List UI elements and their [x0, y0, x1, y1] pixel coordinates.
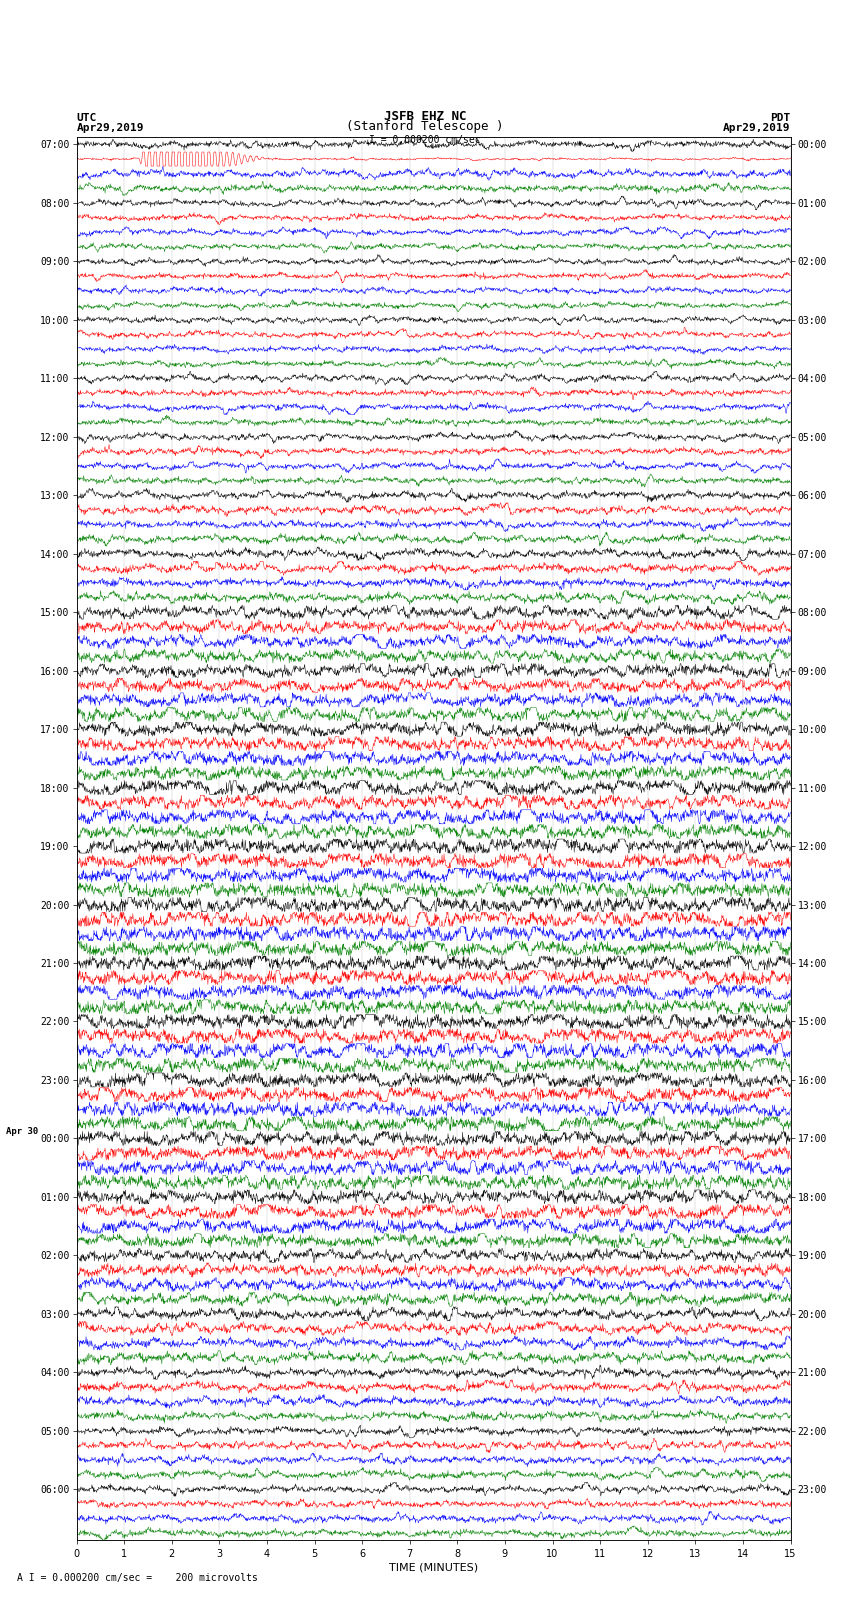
Text: Apr 30: Apr 30: [6, 1126, 38, 1136]
Text: (Stanford Telescope ): (Stanford Telescope ): [346, 119, 504, 134]
Text: A I = 0.000200 cm/sec =    200 microvolts: A I = 0.000200 cm/sec = 200 microvolts: [17, 1573, 258, 1582]
Text: Apr29,2019: Apr29,2019: [723, 123, 791, 134]
Text: I = 0.000200 cm/sec: I = 0.000200 cm/sec: [369, 134, 481, 145]
Text: PDT: PDT: [770, 113, 790, 124]
Text: Apr29,2019: Apr29,2019: [76, 123, 144, 134]
Text: JSFB EHZ NC: JSFB EHZ NC: [383, 110, 467, 124]
Text: UTC: UTC: [76, 113, 97, 124]
X-axis label: TIME (MINUTES): TIME (MINUTES): [389, 1563, 478, 1573]
